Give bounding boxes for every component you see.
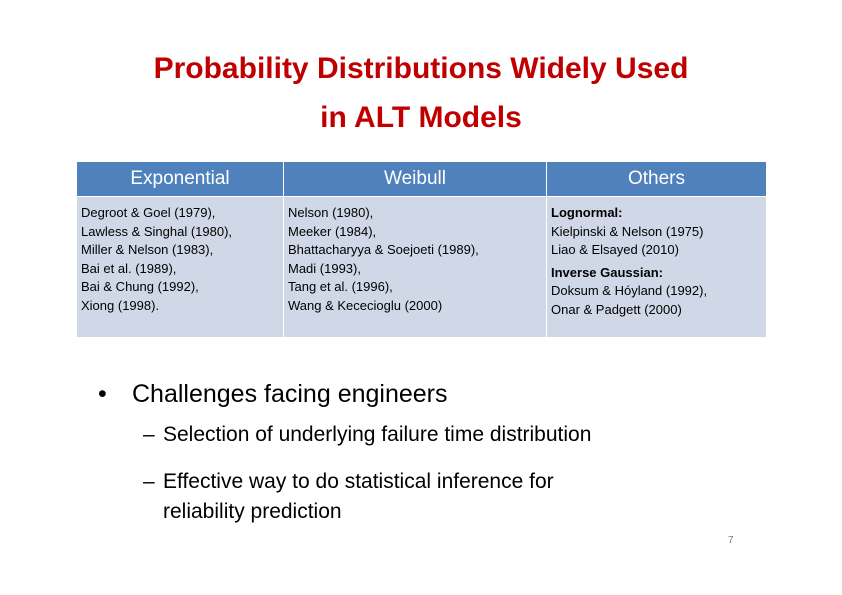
reference: Onar & Padgett (2000) [551, 301, 682, 317]
sub-bullet-line: reliability prediction [163, 500, 342, 523]
reference: Nelson (1980), [288, 205, 374, 220]
cell: Lognormal: Kielpinski & Nelson (1975) Liao… [546, 196, 767, 338]
sub-bullet-line: Selection of underlying failure time dis… [163, 423, 592, 446]
sub-bullet: Selection of underlying failure time dis… [143, 420, 591, 450]
cell: Nelson (1980), Meeker (1984), Bhattacharyy… [283, 196, 547, 338]
column-header: Others [546, 161, 767, 197]
reference-group: Lognormal: Kielpinski & Nelson (1975) Liao… [551, 204, 762, 260]
reference: Tang et al. (1996), [288, 279, 393, 294]
title-line: in ALT Models [320, 101, 522, 134]
reference: Bai & Chung (1992), [81, 279, 199, 294]
title-line: Probability Distributions Widely Used [153, 52, 689, 85]
group-heading: Inverse Gaussian: [551, 264, 663, 280]
reference: Doksum & Hóyland (1992), [551, 283, 708, 298]
reference: Lawless & Singhal (1980), [81, 223, 233, 239]
column-header: Exponential [76, 161, 284, 197]
bullet-text: Challenges facing engineers [132, 380, 448, 408]
reference: Kielpinski & Nelson (1975) [551, 223, 704, 239]
sub-bullet: Effective way to do statistical inferenc… [143, 467, 554, 527]
reference: Bai et al. (1989), [81, 260, 177, 276]
reference-group: Inverse Gaussian: Doksum & Hóyland (1992)… [551, 264, 762, 320]
bullet: Challenges facing engineers [98, 380, 448, 409]
reference: Meeker (1984), [288, 223, 377, 239]
cell: Degroot & Goel (1979), Lawless & Singhal … [76, 196, 284, 338]
reference: Wang & Kececioglu (2000) [288, 297, 443, 313]
reference: Miller & Nelson (1983), [81, 242, 214, 257]
group-heading: Lognormal: [551, 205, 623, 220]
reference: Madi (1993), [288, 260, 361, 276]
reference: Xiong (1998). [81, 297, 160, 313]
reference-table: Exponential Weibull Others Degroot & Goe… [76, 161, 767, 338]
reference: Degroot & Goel (1979), [81, 205, 216, 220]
reference: Liao & Elsayed (2010) [551, 242, 679, 257]
sub-bullet-line: Effective way to do statistical inferenc… [163, 470, 554, 493]
reference: Bhattacharyya & Soejoeti (1989), [288, 242, 479, 257]
page-number: 7 [728, 535, 734, 546]
column-header: Weibull [283, 161, 547, 197]
